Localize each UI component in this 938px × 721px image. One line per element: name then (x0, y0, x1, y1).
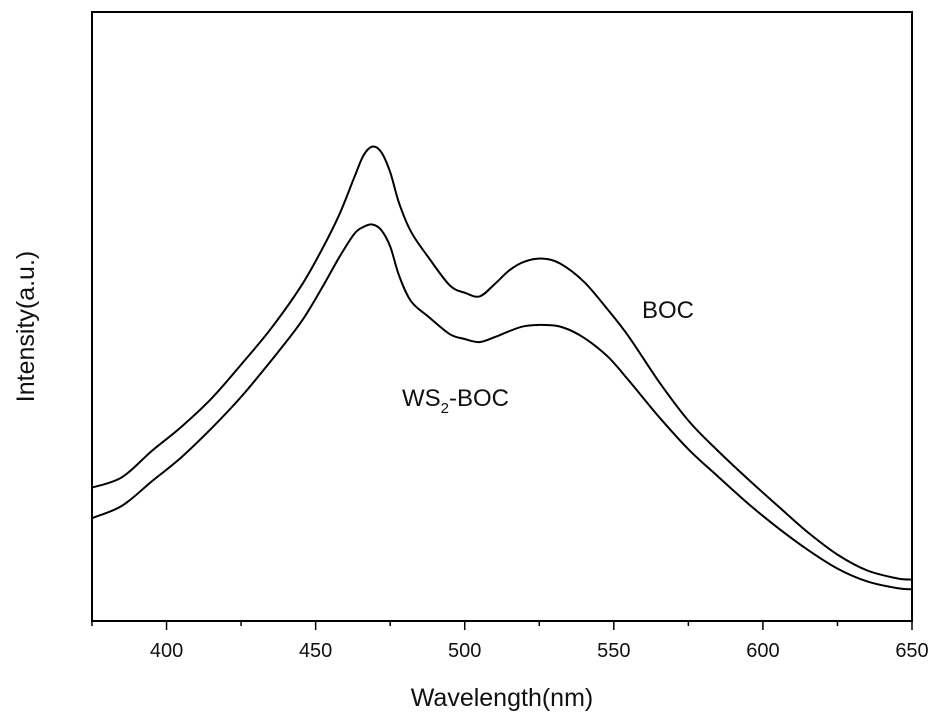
x-tick-label: 600 (746, 640, 779, 662)
series-line-boc (92, 145, 912, 581)
plot-frame (91, 11, 913, 622)
series-lines (92, 145, 912, 591)
x-tick-label: 500 (448, 640, 481, 662)
x-axis-title: Wavelength(nm) (411, 684, 593, 712)
series-label-ws2-boc: WS2-BOC (402, 385, 509, 417)
series-label-ws2-tail: -BOC (449, 385, 509, 412)
x-ticks (91, 621, 913, 630)
x-tick-labels: 400 450 500 550 600 650 (150, 640, 929, 662)
series-label-ws2-main: WS (402, 385, 441, 412)
y-axis-title: Intensity(a.u.) (12, 251, 40, 402)
series-line-ws2-boc (92, 223, 912, 591)
x-tick-label: 400 (150, 640, 183, 662)
x-tick-label: 650 (895, 640, 928, 662)
series-label-ws2-subscript: 2 (441, 400, 449, 417)
x-tick-label: 450 (299, 640, 332, 662)
series-label-boc: BOC (642, 297, 694, 324)
x-tick-label: 550 (597, 640, 630, 662)
